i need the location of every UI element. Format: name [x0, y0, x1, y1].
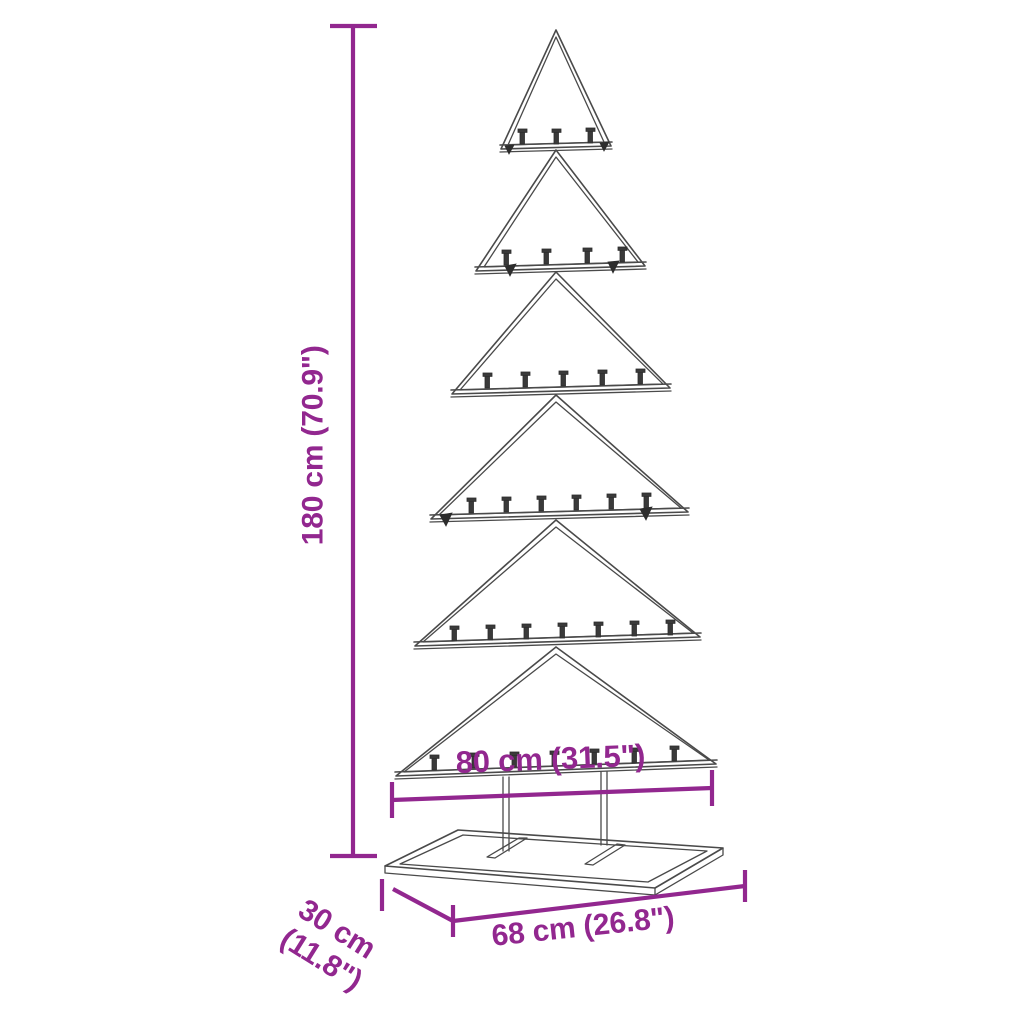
tier-1-pegs: [517, 127, 596, 145]
tree-tier-6: [394, 646, 718, 780]
tree-tier-4: [429, 394, 690, 527]
height-dimension-text: 180 cm (70.9"): [296, 345, 330, 546]
base-width-dimension-line: [452, 870, 748, 924]
tree-tier-3: [450, 271, 672, 398]
tier-4-pegs: [466, 492, 652, 514]
tier-width-dimension-line: [389, 770, 715, 818]
tree-tier-2: [474, 149, 647, 277]
tier-5-pegs: [449, 619, 676, 642]
tier-width-dimension-label: 80 cm (31.5"): [455, 737, 646, 780]
tree-tier-5: [413, 519, 702, 650]
height-dimension-label: 180 cm (70.9"): [291, 330, 337, 545]
height-dimension-line: [330, 23, 377, 859]
tree-tier-1: [499, 29, 613, 155]
base-stand: [384, 829, 724, 896]
base-depth-dimension-line: [379, 879, 456, 937]
tier-6-pegs: [429, 745, 680, 771]
tier-3-pegs: [482, 368, 646, 389]
tier-2-pegs: [501, 246, 628, 266]
